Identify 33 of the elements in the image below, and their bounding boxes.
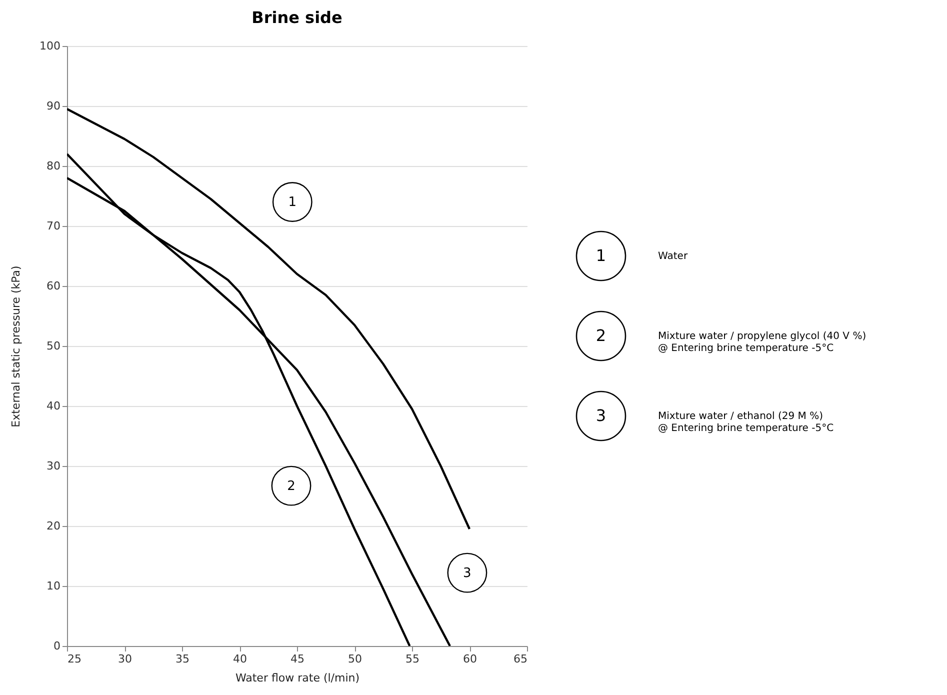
x-tick-label: 25: [68, 652, 82, 666]
y-tick-label: 50: [46, 340, 60, 352]
x-tick-label: 45: [290, 652, 304, 666]
x-tick-label: 30: [118, 652, 132, 666]
text: 3: [596, 406, 606, 425]
x-tick-label: 55: [406, 652, 420, 666]
y-axis-title: External static pressure (kPa): [10, 266, 23, 428]
y-tick-label: 20: [46, 520, 60, 532]
x-tick-label: 50: [348, 652, 362, 666]
y-tick-label: 60: [46, 280, 60, 292]
annotation: 2: [287, 478, 296, 494]
annotation: 3: [463, 566, 472, 581]
y-tick-label: 30: [46, 460, 60, 472]
text: Mixture water / propylene glycol (40 V %) @ Entering brine temperature -5°C: [658, 331, 866, 354]
y-tick-label: 80: [46, 160, 60, 172]
y-tick-label: 10: [46, 580, 60, 592]
y-tick-label: 70: [46, 220, 60, 232]
annotation: 1: [288, 195, 297, 210]
x-tick-label: 35: [176, 652, 190, 666]
x-tick-label: 60: [463, 652, 477, 666]
line-series: [67, 108, 471, 530]
text: 2: [596, 326, 606, 345]
y-tick-label: 100: [40, 40, 60, 52]
chart-title: Brine side: [252, 8, 342, 27]
x-axis-title: Water flow rate (l/min): [235, 672, 360, 684]
text: Mixture water / ethanol (29 M %) @ Entering brine temperature -5°C: [658, 411, 834, 434]
x-tick-label: 40: [233, 652, 247, 666]
y-tick-label: 40: [46, 400, 60, 412]
x-tick-label: 65: [514, 652, 528, 666]
y-tick-label: 0: [54, 640, 60, 652]
y-tick-label: 90: [46, 100, 60, 112]
text: 1: [596, 246, 606, 265]
text: Water: [658, 251, 688, 262]
